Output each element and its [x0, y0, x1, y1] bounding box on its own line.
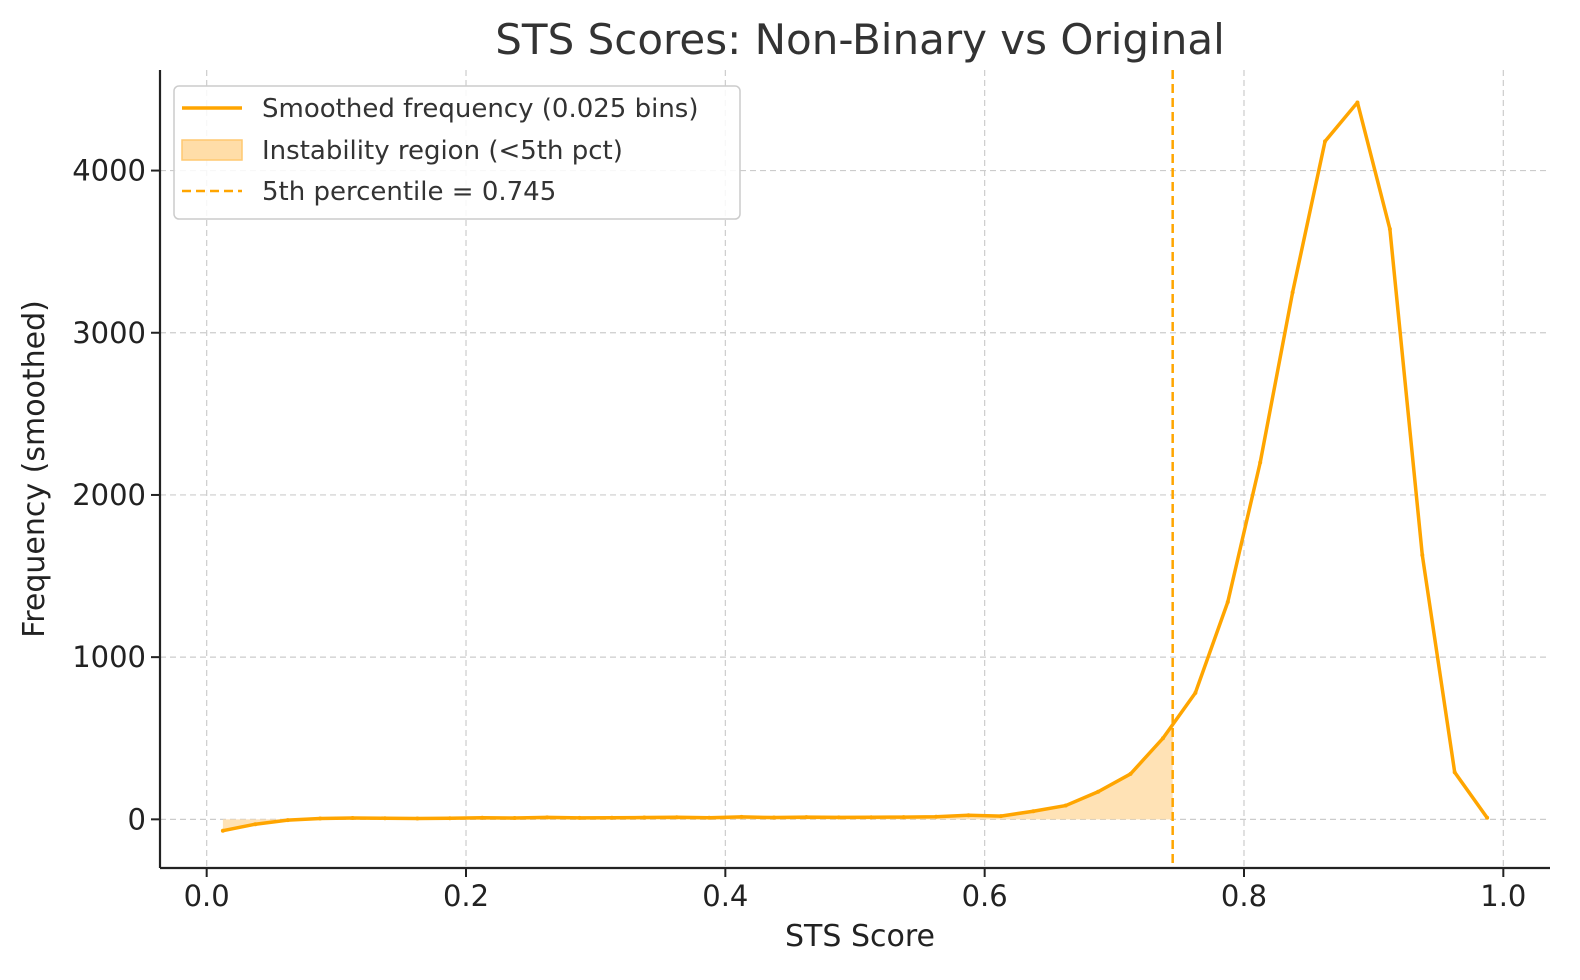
x-tick-label-4: 0.8 — [1221, 879, 1267, 913]
y-axis-label: Frequency (smoothed) — [17, 300, 52, 638]
x-tick-label-5: 1.0 — [1480, 879, 1526, 913]
axes — [158, 70, 1550, 870]
data-point-35 — [1355, 100, 1360, 105]
data-point-1 — [253, 822, 258, 827]
data-point-27 — [1096, 789, 1101, 794]
legend-label-smoothed: Smoothed frequency (0.025 bins) — [262, 94, 699, 124]
data-point-13 — [642, 815, 647, 820]
legend-box — [173, 85, 741, 220]
data-point-4 — [350, 816, 355, 821]
data-point-14 — [674, 815, 679, 820]
data-point-32 — [1258, 460, 1263, 465]
data-point-25 — [1031, 809, 1036, 814]
instability-fill — [222, 724, 1173, 831]
y-tick-label-0: 0 — [128, 802, 146, 836]
data-point-26 — [1063, 803, 1068, 808]
data-point-18 — [804, 815, 809, 820]
data-point-11 — [577, 815, 582, 820]
data-point-31 — [1225, 600, 1230, 604]
data-point-28 — [1128, 771, 1133, 776]
legend-label-instability: Instability region (<5th pct) — [262, 136, 623, 166]
series-layer — [220, 100, 1490, 833]
data-point-29 — [1160, 736, 1165, 741]
data-point-2 — [285, 818, 290, 823]
legend: Smoothed frequency (0.025 bins) Instabil… — [173, 85, 741, 220]
data-point-30 — [1193, 690, 1198, 695]
series-line-smoothed — [222, 100, 1489, 833]
data-point-8 — [480, 815, 485, 820]
data-point-19 — [836, 815, 841, 820]
instability-region — [222, 724, 1173, 831]
data-point-0 — [220, 828, 225, 833]
y-tick-label-1: 1000 — [72, 640, 146, 674]
y-tick-label-4: 4000 — [72, 154, 146, 188]
y-tick-label-2: 2000 — [72, 478, 146, 512]
data-point-15 — [707, 815, 712, 820]
ticks: 0.0 0.2 0.4 0.6 0.8 1.0 0 1000 2000 3000 4000 — [72, 154, 1526, 913]
x-axis-label: STS Score — [785, 919, 935, 954]
data-point-12 — [609, 815, 614, 820]
x-tick-label-3: 0.6 — [962, 879, 1008, 913]
x-tick-label-2: 0.4 — [702, 879, 748, 913]
data-point-22 — [934, 814, 939, 819]
data-point-3 — [318, 816, 323, 821]
data-point-6 — [415, 816, 420, 821]
chart-title: STS Scores: Non-Binary vs Original — [495, 15, 1224, 64]
data-point-36 — [1387, 226, 1392, 231]
data-point-39 — [1485, 815, 1490, 820]
data-point-17 — [771, 815, 776, 820]
x-tick-label-0: 0.0 — [184, 879, 230, 913]
y-tick-label-3: 3000 — [72, 316, 146, 350]
data-point-34 — [1323, 139, 1328, 144]
data-point-24 — [998, 814, 1003, 819]
data-point-9 — [512, 816, 517, 821]
data-point-7 — [447, 816, 452, 821]
data-point-21 — [901, 815, 906, 820]
data-point-33 — [1290, 290, 1295, 295]
data-point-38 — [1452, 770, 1457, 775]
data-point-37 — [1420, 552, 1425, 557]
data-point-10 — [545, 815, 550, 820]
x-tick-label-1: 0.2 — [443, 879, 489, 913]
data-point-20 — [869, 815, 874, 820]
data-point-23 — [966, 813, 971, 818]
legend-label-percentile: 5th percentile = 0.745 — [262, 177, 556, 207]
legend-patch-swatch — [181, 139, 243, 161]
data-point-16 — [739, 814, 744, 819]
data-point-5 — [382, 816, 387, 821]
